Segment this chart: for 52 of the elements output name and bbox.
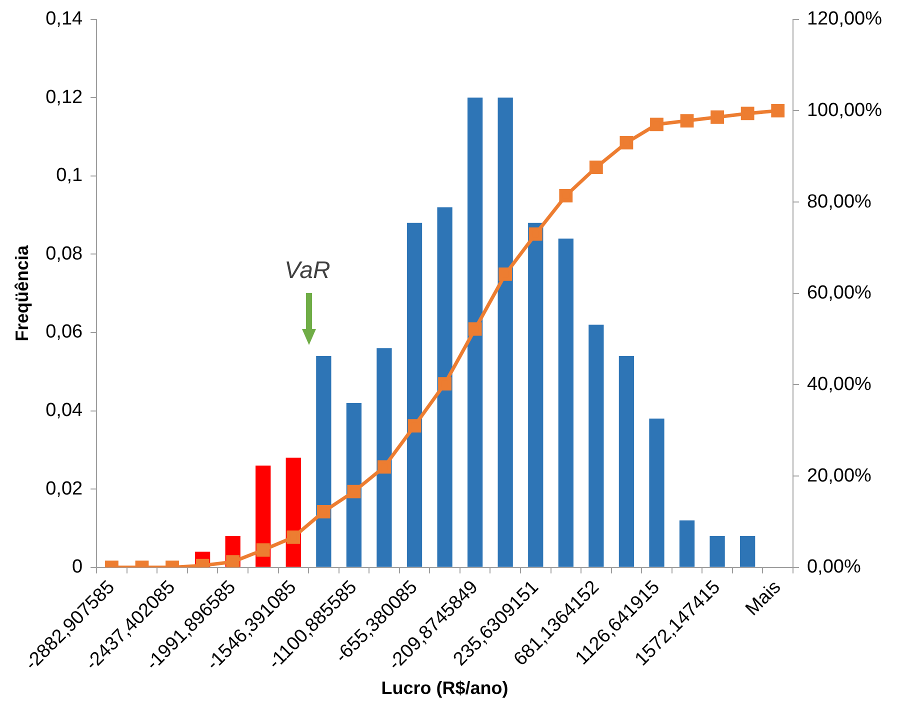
bar bbox=[558, 238, 574, 567]
bar bbox=[376, 348, 392, 567]
point bbox=[226, 555, 240, 568]
point bbox=[650, 118, 664, 132]
point bbox=[378, 460, 391, 474]
y-tick-label: 0,12 bbox=[46, 86, 83, 108]
y2-tick-label: 80,00% bbox=[806, 191, 872, 212]
point bbox=[771, 104, 785, 118]
y-axis-title: Freqüência bbox=[12, 244, 32, 342]
annotation: VaR bbox=[284, 257, 330, 286]
point bbox=[710, 110, 724, 124]
point bbox=[256, 543, 270, 557]
point bbox=[286, 530, 300, 544]
y-tick-label: 0 bbox=[72, 556, 83, 578]
bar bbox=[498, 98, 513, 567]
point bbox=[498, 268, 512, 281]
y2-tick-label: 100,00% bbox=[806, 100, 882, 121]
x-axis-title: Lucro (R$/ano) bbox=[381, 678, 508, 698]
point bbox=[528, 227, 542, 241]
bar bbox=[618, 356, 634, 567]
bar bbox=[467, 98, 483, 567]
point bbox=[680, 114, 694, 128]
bar bbox=[710, 536, 725, 567]
bar bbox=[346, 402, 362, 567]
y-tick-label: 0,1 bbox=[56, 165, 83, 186]
point bbox=[589, 160, 603, 174]
y2-tick-label: 120,00% bbox=[806, 8, 882, 30]
point bbox=[408, 419, 422, 432]
bar bbox=[588, 324, 604, 567]
point bbox=[316, 504, 330, 518]
point bbox=[347, 484, 361, 498]
point bbox=[559, 188, 573, 202]
point bbox=[468, 322, 482, 336]
y-tick-label: 0,06 bbox=[46, 322, 83, 343]
point bbox=[620, 136, 634, 150]
y-tick-label: 0,04 bbox=[46, 400, 84, 422]
y2-tick-label: 40,00% bbox=[806, 374, 872, 395]
y2-tick-label: 20,00% bbox=[806, 465, 872, 486]
bar bbox=[406, 222, 422, 567]
bar bbox=[437, 207, 452, 567]
y-tick-label: 0,14 bbox=[46, 8, 84, 30]
bar bbox=[316, 356, 332, 567]
bar bbox=[528, 222, 544, 567]
bar bbox=[740, 536, 756, 567]
bar bbox=[679, 520, 695, 567]
y2-tick-label: 0,00% bbox=[806, 556, 861, 578]
bar bbox=[649, 418, 664, 567]
point bbox=[740, 106, 754, 120]
y-tick-label: 0,08 bbox=[46, 243, 83, 264]
y2-tick-label: 60,00% bbox=[806, 282, 872, 304]
point bbox=[438, 377, 452, 390]
y-tick-label: 0,02 bbox=[46, 478, 83, 500]
